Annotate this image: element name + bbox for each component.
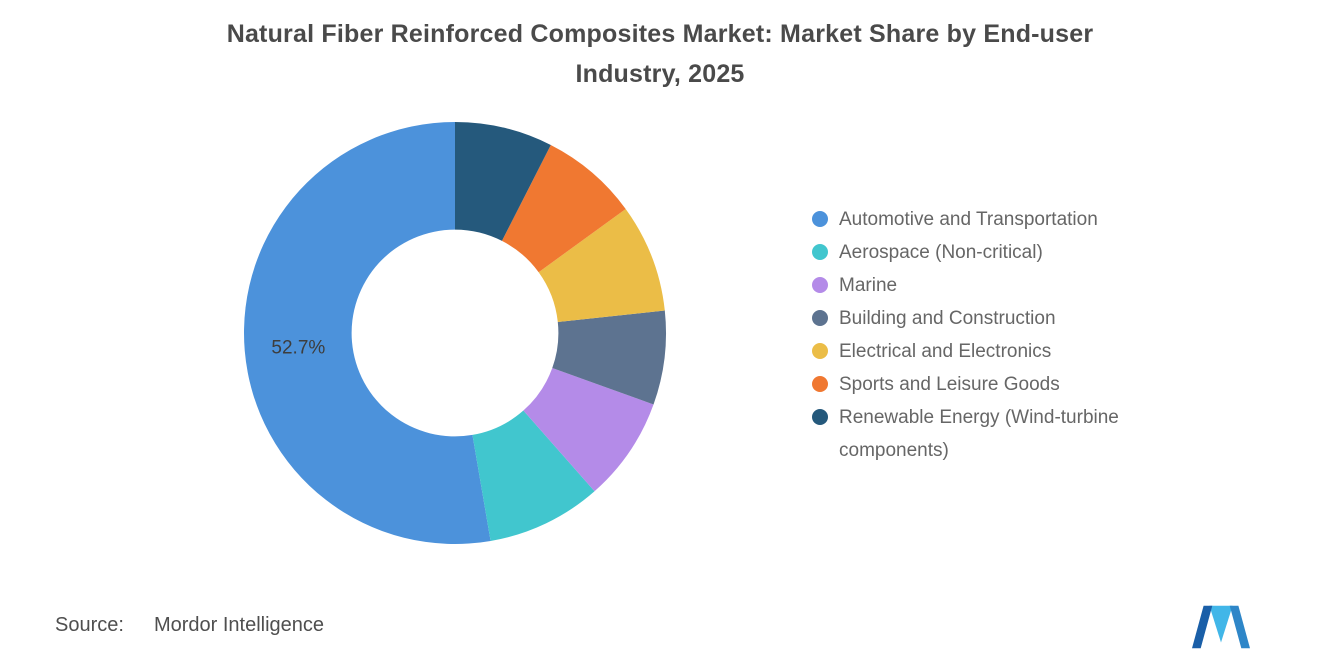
legend-item-sports-and-leisure-goods[interactable]: Sports and Leisure Goods (812, 368, 1212, 401)
legend-item-building-and-construction[interactable]: Building and Construction (812, 302, 1212, 335)
logo-right-stroke (1229, 605, 1250, 649)
legend-marker (812, 211, 828, 227)
legend-label: Building and Construction (839, 308, 1056, 329)
logo-left-stroke (1192, 605, 1213, 649)
legend-label: Aerospace (Non-critical) (839, 242, 1043, 263)
legend-item-electrical-and-electronics[interactable]: Electrical and Electronics (812, 335, 1212, 368)
pie-slice-marine[interactable] (523, 368, 654, 492)
logo-middle-chevron (1209, 605, 1233, 643)
legend-item-marine[interactable]: Marine (812, 269, 1212, 302)
chart-title-line2: Industry, 2025 (575, 60, 745, 88)
source-value: Mordor Intelligence (153, 614, 325, 636)
legend-label: Marine (839, 275, 898, 296)
legend-label: Electrical and Electronics (839, 341, 1052, 362)
pie-slice-automotive-and-transportation[interactable] (244, 122, 491, 544)
pie-slice-aerospace-non-critical[interactable] (472, 410, 595, 541)
legend-marker (812, 409, 828, 425)
mordor-intelligence-logo (1192, 605, 1250, 649)
pie-slice-sports-and-leisure-goods[interactable] (501, 144, 626, 273)
donut-chart: 52.7% (244, 122, 666, 544)
legend-marker (812, 376, 828, 392)
chart-title: Natural Fiber Reinforced Composites Mark… (0, 14, 1320, 94)
legend-item-aerospace-non-critical[interactable]: Aerospace (Non-critical) (812, 236, 1212, 269)
source-label: Source: (55, 614, 124, 636)
pie-data-label: 52.7% (271, 337, 325, 358)
legend-label: Renewable Energy (Wind-turbine component… (839, 407, 1119, 461)
legend-marker (812, 244, 828, 260)
pie-slice-renewable-energy-wind-turbine-components[interactable] (455, 122, 551, 241)
pie-slice-building-and-construction[interactable] (552, 310, 666, 405)
legend-marker (812, 343, 828, 359)
legend-item-renewable-energy[interactable]: Renewable Energy (Wind-turbine component… (812, 401, 1212, 467)
legend-marker (812, 277, 828, 293)
chart-title-line1: Natural Fiber Reinforced Composites Mark… (226, 20, 1094, 48)
legend-item-automotive-and-transportation[interactable]: Automotive and Transportation (812, 203, 1212, 236)
chart-legend: Automotive and Transportation Aerospace … (812, 203, 1212, 467)
legend-label: Sports and Leisure Goods (839, 374, 1060, 395)
pie-slice-electrical-and-electronics[interactable] (538, 208, 665, 322)
legend-label: Automotive and Transportation (839, 209, 1098, 230)
legend-marker (812, 310, 828, 326)
source-attribution: Source: Mordor Intelligence (55, 614, 324, 637)
